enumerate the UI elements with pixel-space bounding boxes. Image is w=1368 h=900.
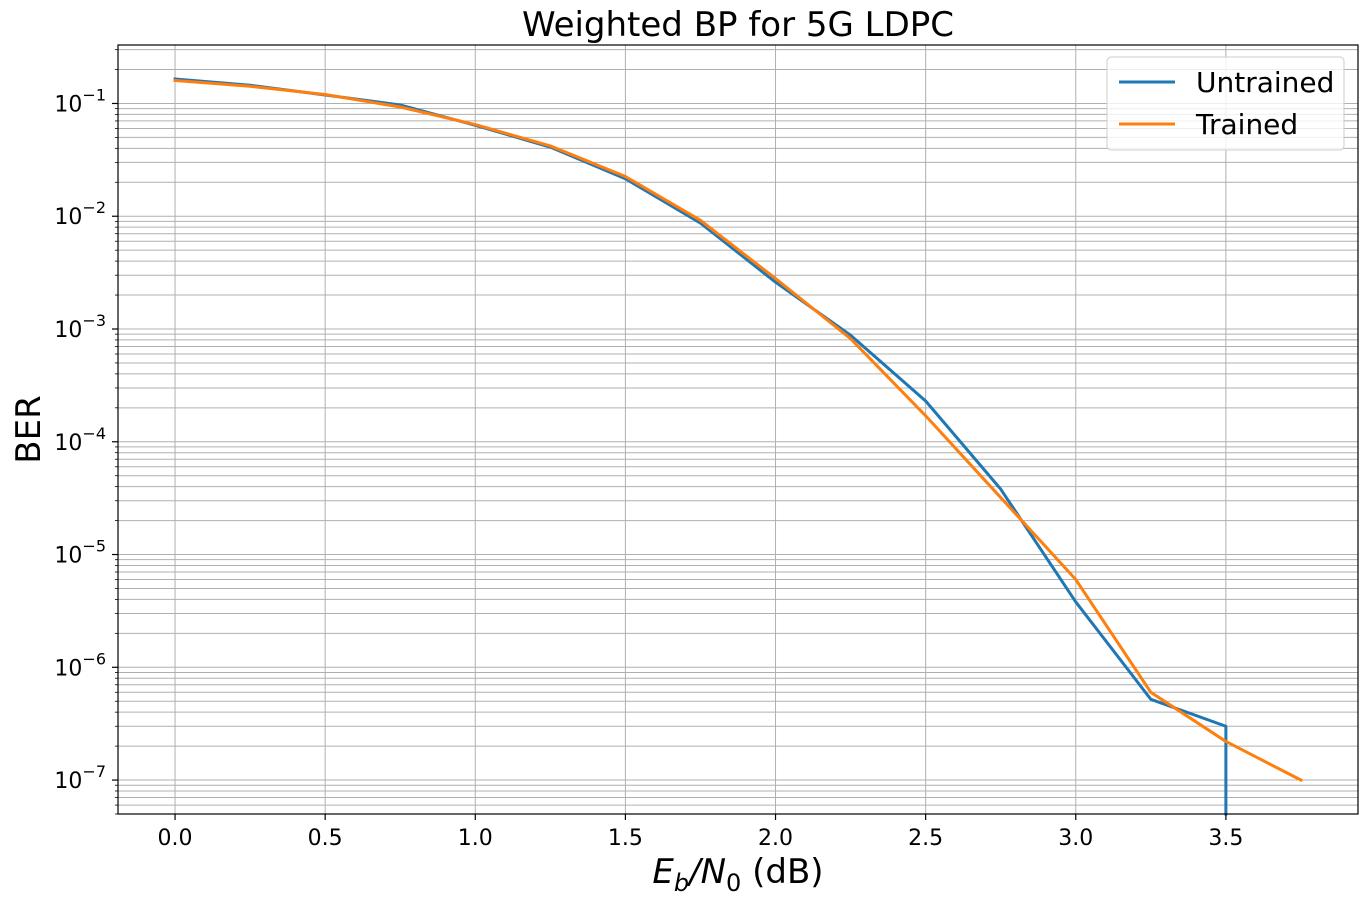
x-axis-ticks: 0.0 0.5 1.0 1.5 2.0 2.5 3.0 3.5: [158, 814, 1243, 851]
x-tick-label: 0.0: [158, 826, 193, 851]
x-tick-label: 0.5: [308, 826, 343, 851]
y-tick-label: 10−7: [54, 762, 106, 794]
x-axis-label-sub1: b: [674, 869, 689, 897]
y-axis-ticks: 10−1 10−2 10−3 10−4 10−5 10−6 10−7: [54, 49, 118, 815]
legend: Untrained Trained: [1106, 56, 1345, 151]
x-tick-label: 3.0: [1058, 826, 1093, 851]
y-tick-label: 10−2: [54, 198, 106, 230]
series-lines: [173, 77, 1303, 816]
x-axis-label-slash: /N: [686, 852, 726, 892]
series-line-trained: [173, 78, 1303, 783]
x-tick-label: 1.5: [608, 826, 643, 851]
x-tick-label: 2.5: [908, 826, 943, 851]
y-tick-label: 10−5: [54, 537, 106, 569]
x-tick-label: 3.5: [1208, 826, 1243, 851]
x-axis-label-unit: (dB): [741, 852, 823, 892]
y-tick-label: 10−3: [54, 311, 106, 343]
x-tick-label: 2.0: [758, 826, 793, 851]
x-axis-label-main: E: [652, 852, 674, 892]
legend-label-trained: Trained: [1195, 108, 1298, 141]
legend-label-untrained: Untrained: [1196, 66, 1334, 99]
x-axis-label-sub2: 0: [726, 869, 741, 897]
y-axis-label: BER: [9, 395, 49, 463]
y-tick-label: 10−4: [54, 424, 106, 456]
legend-box: [1106, 56, 1345, 151]
chart-title: Weighted BP for 5G LDPC: [522, 5, 954, 45]
x-tick-label: 1.0: [458, 826, 493, 851]
y-tick-label: 10−1: [54, 85, 106, 117]
x-axis-label: Eb/N0 (dB): [652, 852, 823, 897]
plot-frame: [117, 44, 1359, 815]
y-tick-label: 10−6: [54, 649, 106, 681]
